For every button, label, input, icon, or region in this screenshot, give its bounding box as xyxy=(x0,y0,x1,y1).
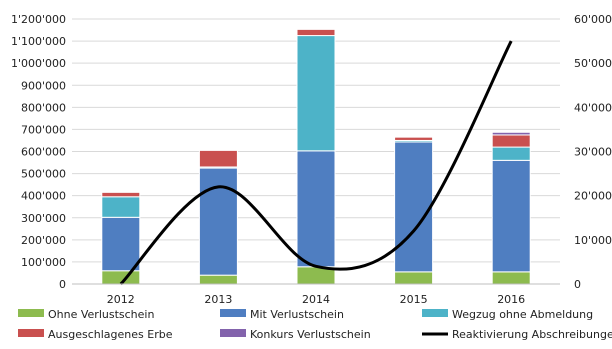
right-tick-label: 50'000 xyxy=(574,57,612,70)
bar-segment xyxy=(491,146,531,161)
left-tick-label: 200'000 xyxy=(21,234,66,247)
bars xyxy=(101,28,531,285)
right-tick-label: 60'000 xyxy=(574,13,612,26)
bar-segment xyxy=(394,136,434,141)
left-tick-label: 600'000 xyxy=(21,146,66,159)
x-category-label: 2014 xyxy=(302,293,330,306)
x-category-label: 2015 xyxy=(400,293,428,306)
legend-swatch xyxy=(220,329,246,337)
x-category-label: 2012 xyxy=(107,293,135,306)
left-tick-label: 300'000 xyxy=(21,212,66,225)
left-tick-label: 0 xyxy=(59,278,66,291)
legend-label: Konkurs Verlustschein xyxy=(250,328,371,341)
bar-segment xyxy=(101,216,141,272)
x-category-label: 2013 xyxy=(204,293,232,306)
right-tick-label: 0 xyxy=(574,278,581,291)
right-tick-label: 40'000 xyxy=(574,101,612,114)
bar-segment xyxy=(491,159,531,273)
legend-label: Ausgeschlagenes Erbe xyxy=(48,328,173,341)
left-tick-label: 900'000 xyxy=(21,79,66,92)
bar-segment xyxy=(101,196,141,218)
line-series xyxy=(119,40,513,286)
bar-segment xyxy=(491,134,531,148)
bar-segment xyxy=(394,141,434,273)
bar-segment xyxy=(491,131,531,136)
legend-label: Reaktivierung Abschreibungen xyxy=(452,328,612,341)
x-axis-categories: 2012 2013 2014 2015 2016 xyxy=(107,293,525,306)
bar-segment xyxy=(101,191,141,198)
legend: Ohne Verlustschein Mit Verlustschein Wegzu… xyxy=(18,308,612,341)
legend-swatch xyxy=(18,309,44,317)
left-tick-label: 1'000'000 xyxy=(11,57,66,70)
right-tick-label: 30'000 xyxy=(574,146,612,159)
bar-segment xyxy=(198,149,238,168)
left-tick-label: 500'000 xyxy=(21,168,66,181)
legend-label: Wegzug ohne Abmeldung xyxy=(452,308,593,321)
left-tick-label: 1'200'000 xyxy=(11,13,66,26)
left-tick-label: 700'000 xyxy=(21,123,66,136)
bar-segment xyxy=(198,274,238,285)
left-tick-label: 400'000 xyxy=(21,190,66,203)
bar-segment xyxy=(198,167,238,276)
right-tick-label: 20'000 xyxy=(574,190,612,203)
left-tick-label: 800'000 xyxy=(21,101,66,114)
legend-swatch xyxy=(422,309,448,317)
legend-label: Mit Verlustschein xyxy=(250,308,344,321)
legend-label: Ohne Verlustschein xyxy=(48,308,154,321)
bar-segment xyxy=(296,150,336,268)
right-axis-ticks: 0 10'000 20'000 30'000 40'000 50'000 60'000 xyxy=(574,13,612,291)
left-tick-label: 100'000 xyxy=(21,256,66,269)
x-category-label: 2016 xyxy=(497,293,525,306)
right-tick-label: 10'000 xyxy=(574,234,612,247)
legend-swatch xyxy=(220,309,246,317)
legend-swatch xyxy=(18,329,44,337)
line-reaktivierung xyxy=(119,40,513,286)
bar-segment xyxy=(296,28,336,37)
left-axis-ticks: 0 100'000 200'000 300'000 400'000 500'000 600'… xyxy=(11,13,66,291)
bar-segment xyxy=(394,271,434,285)
left-tick-label: 1'100'000 xyxy=(11,35,66,48)
bar-segment xyxy=(296,35,336,152)
bar-segment xyxy=(491,271,531,285)
